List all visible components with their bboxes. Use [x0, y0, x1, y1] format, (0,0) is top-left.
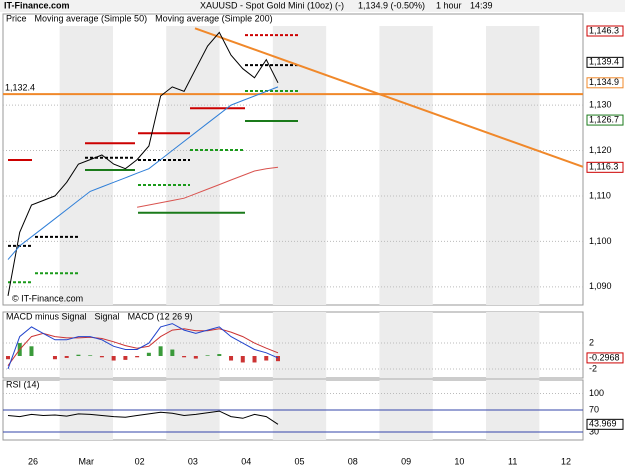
x-tick-label: Mar — [79, 456, 95, 466]
histogram-bar — [123, 356, 128, 360]
x-tick-label: 08 — [348, 456, 358, 466]
y-tick-label: 1,100 — [589, 236, 612, 246]
instrument: XAUUSD - Spot Gold Mini (10oz) (-) — [200, 0, 344, 10]
x-tick-label: 02 — [135, 456, 145, 466]
value-marker-label: 1,139.4 — [589, 57, 619, 67]
value-marker — [586, 56, 624, 68]
header-bar — [0, 0, 625, 12]
y-tick-label: 2 — [589, 337, 594, 347]
histogram-bar — [29, 346, 34, 356]
value-marker — [586, 25, 624, 37]
histogram-bar — [146, 352, 151, 356]
value-marker-label: 1,126.7 — [589, 114, 619, 124]
moving-average — [137, 166, 279, 208]
histogram-bar — [252, 356, 257, 363]
day-shade — [379, 312, 433, 378]
value-marker-label: 43.969 — [589, 419, 617, 429]
day-shade — [166, 26, 220, 305]
histogram-bar — [64, 356, 69, 358]
legend-entry: MACD minus Signal — [6, 311, 87, 321]
y-tick-label: 1,120 — [589, 145, 612, 155]
legend-entry: Price — [6, 13, 27, 23]
x-tick-label: 09 — [401, 456, 411, 466]
histogram-bar — [52, 356, 57, 360]
watermark: © IT-Finance.com — [12, 293, 83, 303]
macd-line — [7, 328, 279, 366]
site-name: IT-Finance.com — [4, 0, 70, 10]
day-shade — [272, 312, 327, 378]
time: 14:39 — [470, 0, 493, 10]
value-marker — [586, 161, 624, 173]
histogram-bar — [158, 346, 163, 356]
y-tick-label: 1,130 — [589, 99, 612, 109]
y-tick-label: -2 — [589, 363, 597, 373]
x-tick-label: 04 — [241, 456, 251, 466]
legend-entry: Moving average (Simple 50) — [35, 13, 148, 23]
x-tick-label: 10 — [454, 456, 464, 466]
value-marker-label: -0.2968 — [589, 352, 620, 362]
histogram-bar — [99, 356, 104, 358]
histogram-bar — [205, 355, 210, 356]
quote: 1,134.9 (-0.50%) — [358, 0, 425, 10]
value-marker — [586, 418, 624, 430]
day-shade — [272, 26, 327, 305]
histogram-bar — [229, 356, 234, 361]
value-marker-label: 1,116.3 — [589, 162, 618, 172]
legend-entry: Moving average (Simple 200) — [155, 13, 273, 23]
day-shade — [59, 312, 113, 378]
y-tick-label: 1,110 — [589, 190, 611, 200]
horizontal-line-label: 1,132.4 — [5, 83, 35, 93]
legend-entry: MACD (12 26 9) — [128, 311, 193, 321]
day-shade — [486, 26, 540, 305]
histogram-bar — [76, 354, 81, 356]
trendline — [194, 27, 584, 168]
x-tick-label: 03 — [188, 456, 198, 466]
legend-entry: Signal — [95, 311, 120, 321]
value-marker-label: 1,134.9 — [589, 77, 619, 87]
day-shade — [379, 26, 433, 305]
histogram-bar — [88, 355, 93, 356]
moving-average — [7, 86, 279, 260]
rsi-line — [7, 410, 279, 425]
x-tick-label: 05 — [294, 456, 304, 466]
histogram-bar — [6, 356, 10, 360]
value-marker — [586, 114, 624, 126]
day-shade — [59, 26, 113, 305]
histogram-bar — [193, 356, 198, 359]
y-tick-label: 1,090 — [589, 281, 612, 291]
histogram-bar — [111, 356, 116, 361]
histogram-bar — [170, 349, 175, 356]
value-marker — [586, 77, 624, 89]
x-tick-label: 26 — [28, 456, 38, 466]
y-tick-label: 100 — [589, 388, 604, 398]
value-marker-label: 1,146.3 — [589, 25, 619, 35]
x-tick-label: 12 — [561, 456, 571, 466]
histogram-bar — [217, 354, 222, 356]
interval: 1 hour — [436, 0, 462, 10]
legend-entry: RSI (14) — [6, 379, 40, 389]
histogram-bar — [182, 356, 187, 358]
y-tick-label: 30 — [589, 426, 599, 436]
day-shade — [166, 312, 220, 378]
macd-line — [7, 323, 279, 370]
histogram-bar — [264, 356, 269, 361]
histogram-bar — [276, 356, 280, 362]
x-tick-label: 11 — [508, 456, 517, 466]
price-line — [7, 31, 279, 296]
value-marker — [586, 352, 624, 364]
histogram-bar — [240, 356, 245, 363]
day-shade — [486, 312, 540, 378]
y-tick-label: 70 — [589, 404, 599, 414]
histogram-bar — [135, 356, 140, 358]
